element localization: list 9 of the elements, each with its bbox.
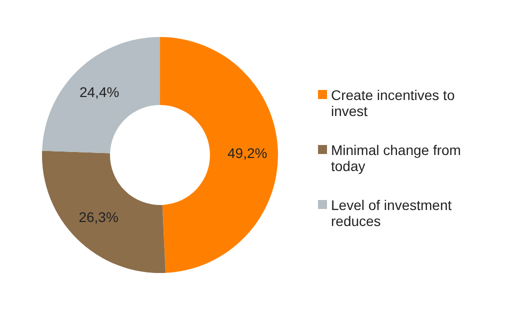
donut-slice <box>42 37 160 154</box>
data-label: 24,4% <box>79 84 120 100</box>
data-label: 26,3% <box>78 209 118 226</box>
data-label: 49,2% <box>228 144 268 161</box>
donut-slice <box>160 37 278 273</box>
donut-slice <box>42 150 166 273</box>
legend-label: Create incentives to invest <box>331 87 455 119</box>
legend-label: Level of investment reduces <box>331 197 452 229</box>
legend-label: Minimal change from today <box>331 142 461 174</box>
